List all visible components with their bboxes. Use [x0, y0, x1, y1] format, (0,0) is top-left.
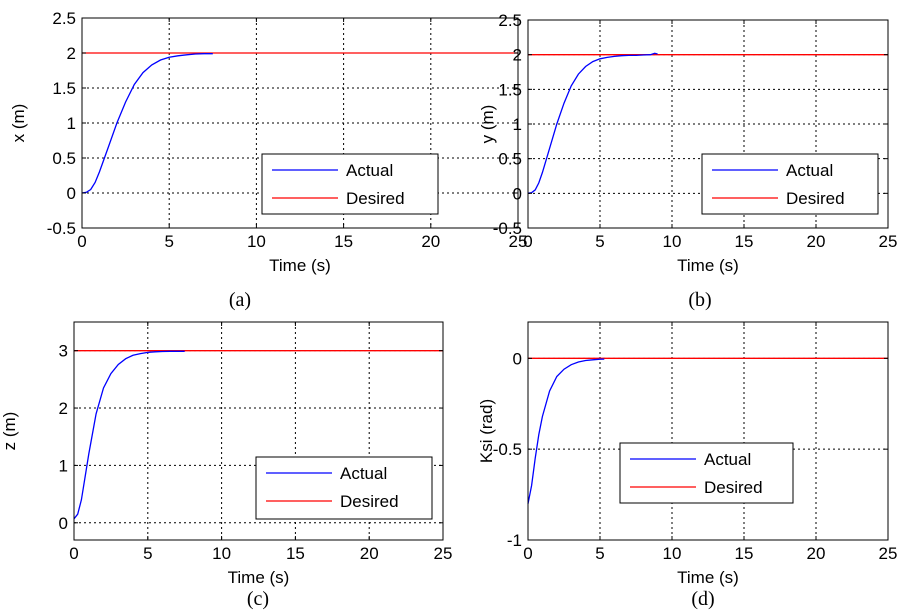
chart-c-xlabel: Time (s) — [228, 568, 290, 587]
chart-c-ytick-label: 3 — [59, 342, 68, 361]
chart-b-ytick-label: 1 — [513, 115, 522, 134]
chart-a-ytick-label: 1 — [67, 114, 76, 133]
chart-b-caption: (b) — [688, 289, 711, 311]
chart-c-caption: (c) — [247, 588, 269, 610]
chart-b-legend-box — [701, 153, 879, 215]
chart-a-ytick-label: 1.5 — [52, 79, 76, 98]
chart-c-legend-box — [255, 456, 433, 520]
chart-c-legend-label-desired: Desired — [340, 492, 399, 511]
chart-b-xtick-label: 20 — [807, 232, 826, 251]
chart-a-ytick-label: 2.5 — [52, 9, 76, 28]
chart-d-xlabel: Time (s) — [677, 568, 739, 587]
chart-d-legend-label-desired: Desired — [704, 478, 763, 497]
chart-b-legend-label-desired: Desired — [786, 189, 845, 208]
chart-d-legend-box — [619, 442, 794, 504]
chart-a-ytick-label: 0.5 — [52, 149, 76, 168]
chart-c: 0 5 10 15 20 25 0 1 2 3 Time (s) z (m) (c) Actual Desi… — [0, 321, 453, 610]
chart-c-ylabel: z (m) — [0, 412, 19, 451]
chart-d-xtick-label: 25 — [879, 544, 898, 563]
chart-b-xtick-label: 5 — [595, 232, 604, 251]
chart-a-xtick-label: 5 — [164, 232, 173, 251]
chart-a-legend-box — [261, 153, 439, 215]
chart-b-ytick-label: -0.5 — [493, 219, 522, 238]
chart-a-legend-label-desired: Desired — [346, 189, 405, 208]
chart-b-ytick-label: 0 — [513, 184, 522, 203]
chart-a-legend-label-actual: Actual — [346, 161, 393, 180]
chart-a-xtick-label: 0 — [77, 232, 86, 251]
chart-d: 0 5 10 15 20 25 -1 -0.5 0 Time (s) Ksi (rad) (d) Act… — [477, 321, 898, 610]
chart-a-xlabel: Time (s) — [269, 256, 331, 275]
chart-b-xlabel: Time (s) — [677, 256, 739, 275]
chart-b-legend-label-actual: Actual — [786, 161, 833, 180]
chart-c-xtick-label: 15 — [286, 544, 305, 563]
chart-b-ytick-label: 2.5 — [498, 11, 522, 30]
chart-d-caption: (d) — [691, 588, 714, 610]
chart-c-legend: Actual Desired — [255, 456, 433, 520]
chart-d-xtick-label: 0 — [523, 544, 532, 563]
chart-d-xtick-label: 5 — [595, 544, 604, 563]
chart-a-ytick-label: 2 — [67, 44, 76, 63]
chart-d-legend-label-actual: Actual — [704, 450, 751, 469]
chart-d-xtick-label: 15 — [735, 544, 754, 563]
chart-b-ytick-label: 2 — [513, 46, 522, 65]
chart-d-plot-area — [528, 322, 888, 540]
chart-a-ytick-label: 0 — [67, 184, 76, 203]
chart-c-xtick-label: 20 — [360, 544, 379, 563]
chart-c-ytick-label: 0 — [59, 514, 68, 533]
chart-b-xtick-label: 25 — [879, 232, 898, 251]
chart-d-series-actual-line — [527, 358, 605, 504]
chart-a-xtick-label: 15 — [334, 232, 353, 251]
chart-b-ytick-label: 0.5 — [498, 150, 522, 169]
chart-d-ylabel: Ksi (rad) — [477, 399, 496, 463]
chart-a-caption: (a) — [229, 289, 251, 311]
chart-c-ytick-label: 1 — [59, 456, 68, 475]
chart-c-xtick-label: 10 — [212, 544, 231, 563]
chart-a-ytick-label: -0.5 — [47, 219, 76, 238]
chart-b-ytick-label: 1.5 — [498, 80, 522, 99]
chart-d-ytick-label: 0 — [513, 349, 522, 368]
chart-b-ylabel: y (m) — [478, 105, 497, 144]
chart-d-ytick-label: -1 — [507, 531, 522, 550]
chart-d-ytick-label: -0.5 — [493, 440, 522, 459]
chart-c-axes-frame — [73, 321, 444, 541]
chart-a-ylabel: x (m) — [9, 104, 28, 143]
chart-b-legend: Actual Desired — [701, 153, 879, 215]
chart-c-legend-label-actual: Actual — [340, 464, 387, 483]
chart-a-xtick-label: 10 — [247, 232, 266, 251]
chart-c-xtick-label: 5 — [143, 544, 152, 563]
chart-b-xtick-label: 0 — [523, 232, 532, 251]
chart-a-legend: Actual Desired — [261, 153, 439, 215]
chart-c-series-actual-line — [73, 350, 185, 520]
chart-b-series-actual-line — [527, 52, 658, 194]
chart-d-axes-frame — [527, 321, 889, 541]
chart-c-xtick-label: 0 — [69, 544, 78, 563]
chart-d-xtick-label: 10 — [663, 544, 682, 563]
chart-a-xtick-label: 25 — [509, 232, 528, 251]
chart-a-xtick-label: 20 — [421, 232, 440, 251]
chart-d-legend: Actual Desired — [619, 442, 794, 504]
chart-c-xtick-label: 25 — [434, 544, 453, 563]
chart-a-series-actual-line — [81, 53, 213, 194]
chart-b-xtick-label: 15 — [735, 232, 754, 251]
chart-b-xtick-label: 10 — [663, 232, 682, 251]
chart-d-xtick-label: 20 — [807, 544, 826, 563]
chart-c-ytick-label: 2 — [59, 399, 68, 418]
